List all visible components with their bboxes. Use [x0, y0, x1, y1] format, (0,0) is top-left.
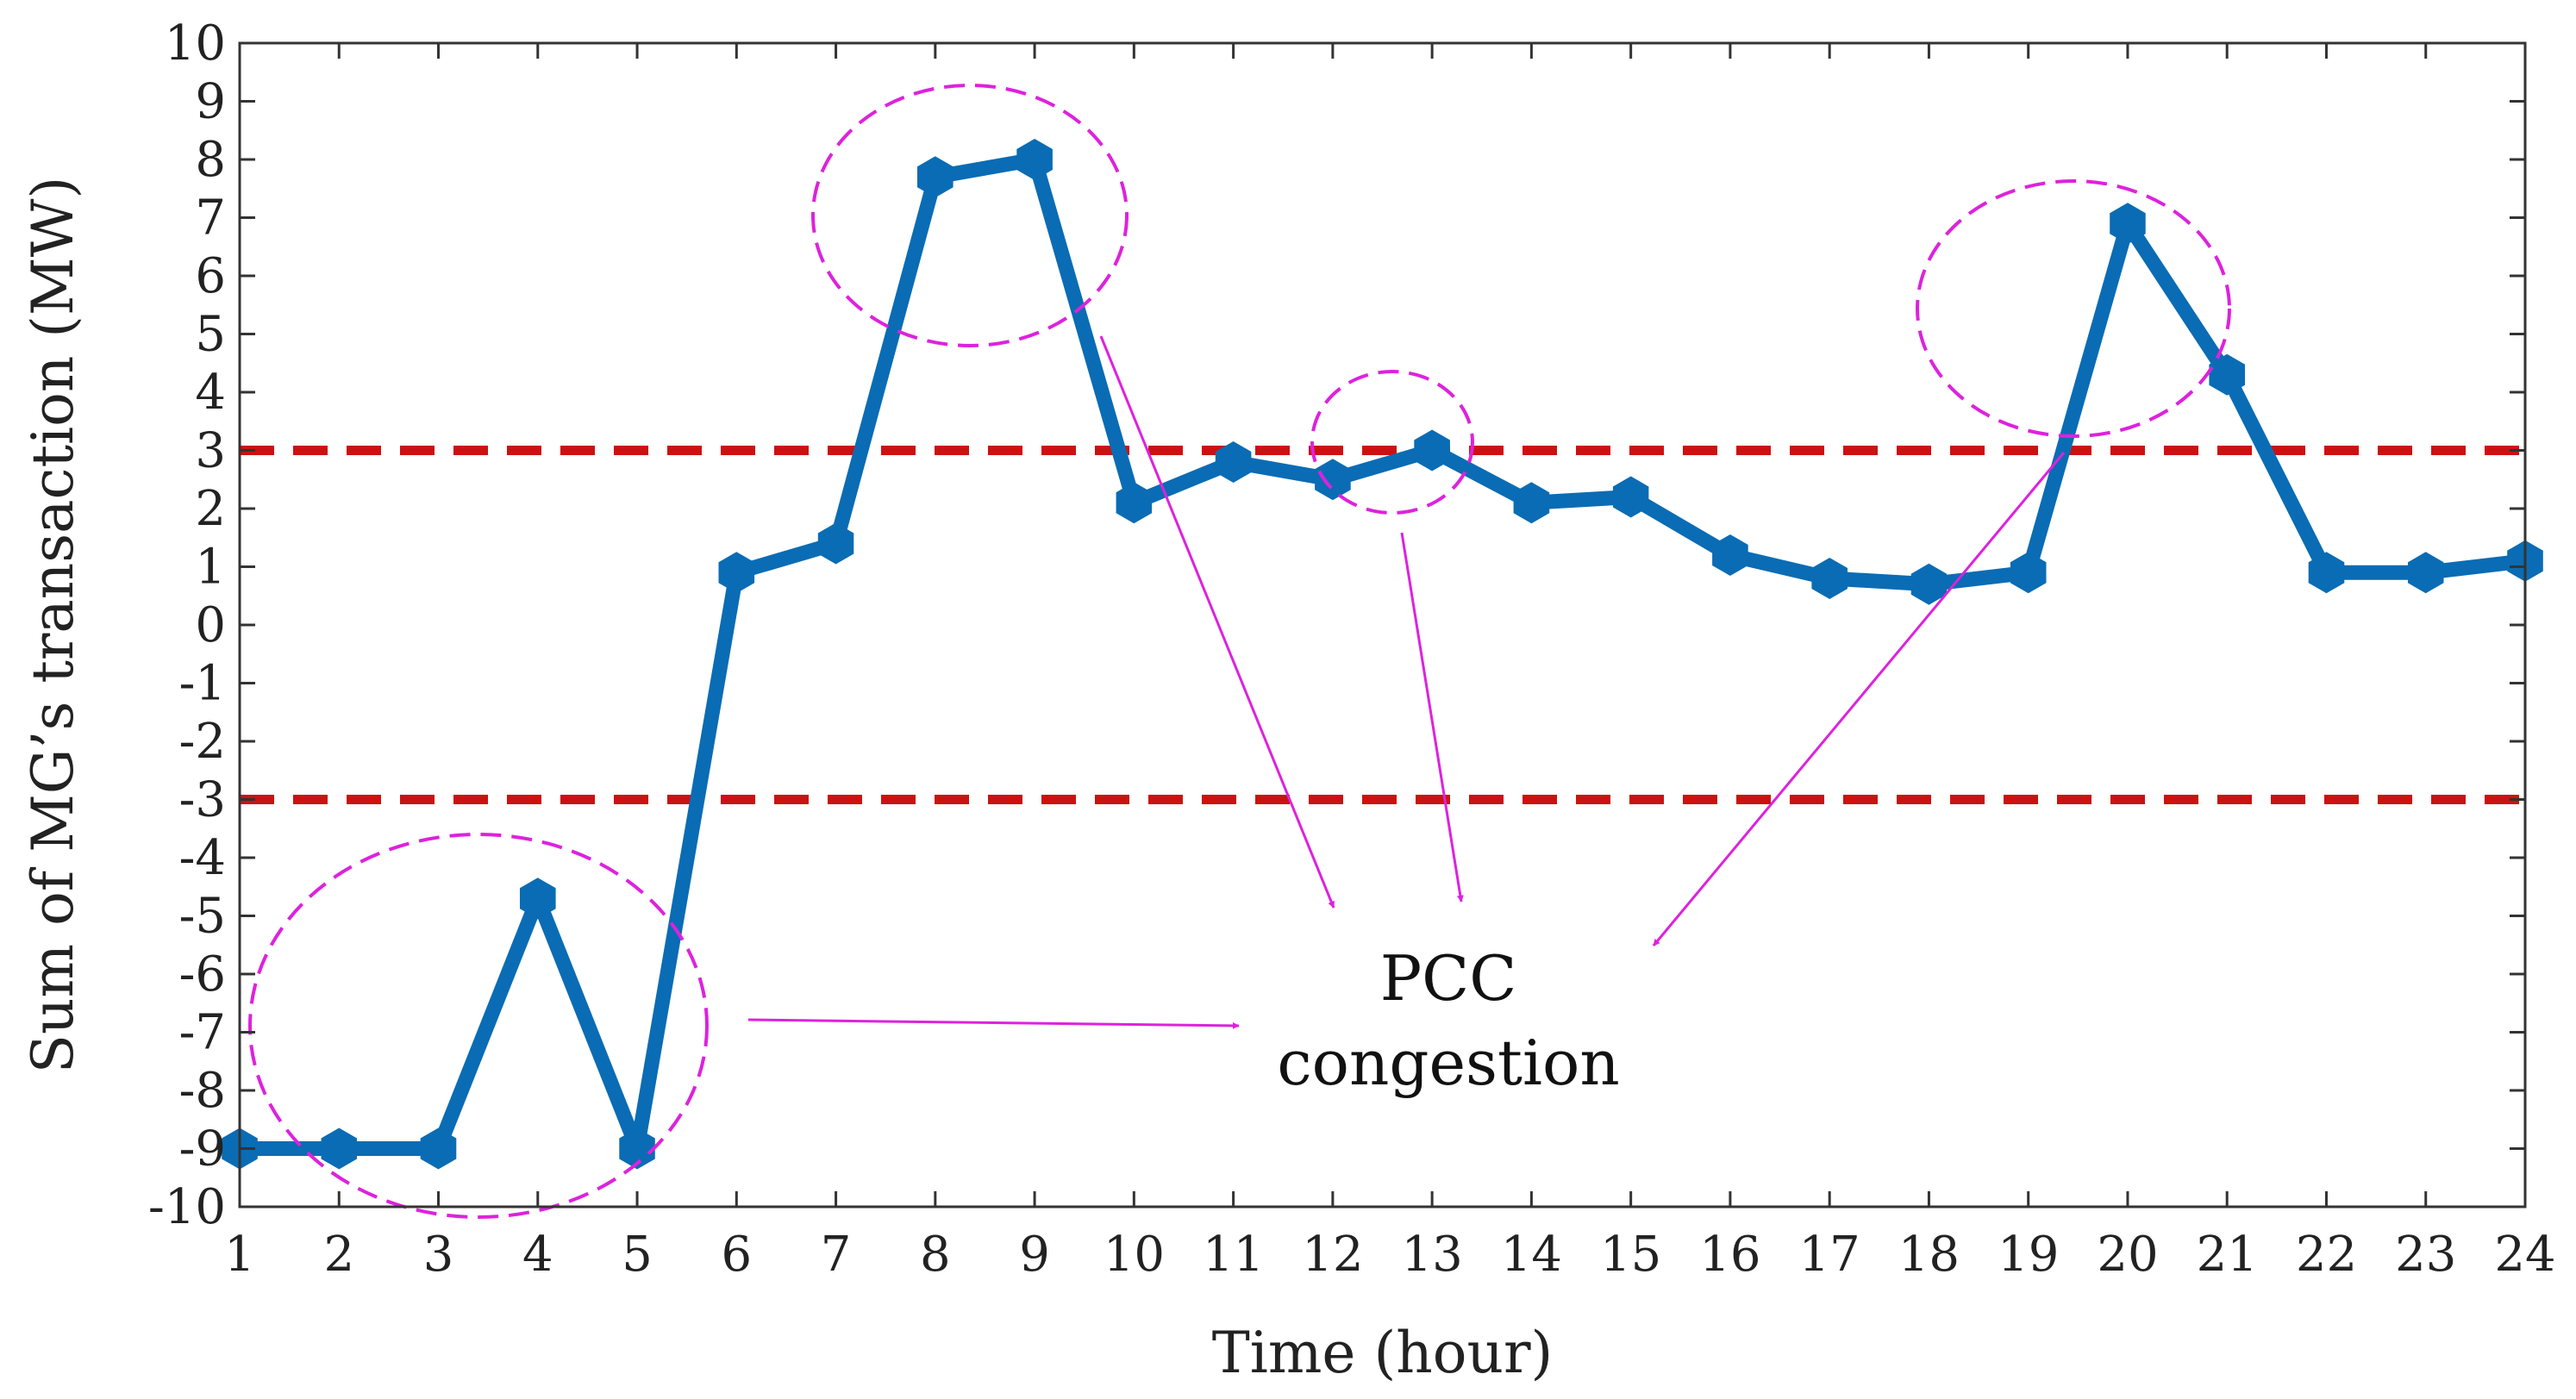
- data-point: [1215, 441, 1252, 483]
- x-tick-label: 20: [2097, 1227, 2158, 1283]
- congestion-ellipse: [1916, 179, 2231, 438]
- congestion-ellipse: [811, 84, 1129, 347]
- annotation-text-congestion: congestion: [1277, 1027, 1619, 1099]
- x-tick-label: 17: [1799, 1227, 1860, 1283]
- data-point: [520, 877, 556, 920]
- x-tick-label: 4: [522, 1227, 553, 1283]
- y-tick-label: -7: [178, 1005, 226, 1061]
- x-tick-label: 2: [323, 1227, 354, 1283]
- congestion-ellipse: [1310, 370, 1474, 515]
- y-tick-label: 5: [195, 307, 226, 363]
- data-point: [321, 1127, 357, 1170]
- y-tick-label: 3: [195, 423, 226, 479]
- x-tick-label: 15: [1600, 1227, 1661, 1283]
- y-tick-label: 1: [195, 540, 226, 596]
- y-tick-label: 8: [195, 132, 226, 188]
- y-tick-label: 0: [195, 597, 226, 653]
- data-point: [420, 1127, 457, 1170]
- y-tick-label: 6: [195, 248, 226, 304]
- y-tick-label: -9: [178, 1121, 226, 1177]
- data-point: [619, 1127, 655, 1170]
- data-point: [1116, 482, 1153, 524]
- data-point: [2110, 203, 2146, 245]
- x-tick-label: 1: [224, 1227, 255, 1283]
- annotation-arrow: [747, 1018, 1240, 1029]
- data-point: [1712, 534, 1748, 576]
- data-point: [1414, 429, 1450, 472]
- x-tick-label: 14: [1501, 1227, 1562, 1283]
- y-tick-label: -6: [178, 946, 226, 1002]
- y-tick-label: -5: [178, 889, 226, 945]
- y-tick-label: -1: [178, 656, 226, 712]
- series-line: [232, 152, 2533, 1156]
- data-point: [917, 156, 953, 198]
- data-point: [718, 552, 755, 594]
- data-point: [1016, 139, 1053, 180]
- x-tick-label: 9: [1019, 1227, 1050, 1283]
- annotation-arrow: [1099, 335, 1335, 909]
- x-tick-label: 21: [2197, 1227, 2258, 1283]
- x-tick-label: 16: [1699, 1227, 1760, 1283]
- y-tick-label: 2: [195, 481, 226, 537]
- data-point: [2010, 552, 2047, 594]
- data-point: [2308, 552, 2345, 594]
- x-tick-label: 5: [622, 1227, 653, 1283]
- x-tick-label: 19: [1998, 1227, 2059, 1283]
- data-point: [1811, 558, 1848, 599]
- y-axis-title: Sum of MG’s transaction (MW): [20, 177, 86, 1073]
- y-tick-label: 10: [165, 16, 226, 72]
- data-point: [2408, 552, 2444, 594]
- x-tick-label: 3: [423, 1227, 454, 1283]
- y-tick-label: -2: [178, 714, 226, 770]
- x-tick-label: 18: [1898, 1227, 1960, 1283]
- y-tick-label: 9: [195, 74, 226, 130]
- x-tick-label: 23: [2395, 1227, 2456, 1283]
- data-point: [2209, 353, 2245, 396]
- x-tick-label: 22: [2296, 1227, 2357, 1283]
- x-tick-label: 7: [821, 1227, 852, 1283]
- annotation-arrow: [1652, 452, 2066, 946]
- y-tick-label: -8: [178, 1063, 226, 1119]
- x-tick-label: 8: [920, 1227, 951, 1283]
- data-point: [1513, 482, 1550, 524]
- annotation-text-pcc: PCC: [1380, 942, 1517, 1015]
- x-axis-title: Time (hour): [1212, 1320, 1554, 1386]
- y-tick-label: -4: [178, 830, 226, 886]
- annotation-arrow: [1400, 532, 1464, 902]
- x-tick-label: 13: [1401, 1227, 1462, 1283]
- data-point: [1315, 459, 1351, 501]
- y-tick-label: 4: [195, 365, 226, 421]
- x-axis: 1 2 3 4 5 6 7 8 9 10 11 12 13 14 15 16 17 18 19 20 21 22 23 24: [224, 43, 2556, 1283]
- x-tick-label: 24: [2494, 1227, 2555, 1283]
- y-tick-label: -10: [148, 1179, 226, 1235]
- y-tick-label: -3: [178, 772, 226, 828]
- data-point: [1612, 476, 1649, 518]
- data-point: [1910, 563, 1948, 605]
- x-tick-label: 12: [1302, 1227, 1363, 1283]
- x-tick-label: 10: [1104, 1227, 1165, 1283]
- data-point: [817, 522, 854, 565]
- x-tick-label: 11: [1203, 1227, 1264, 1283]
- y-tick-label: 7: [195, 190, 226, 247]
- x-tick-label: 6: [721, 1227, 752, 1283]
- congestion-ellipse: [248, 833, 709, 1219]
